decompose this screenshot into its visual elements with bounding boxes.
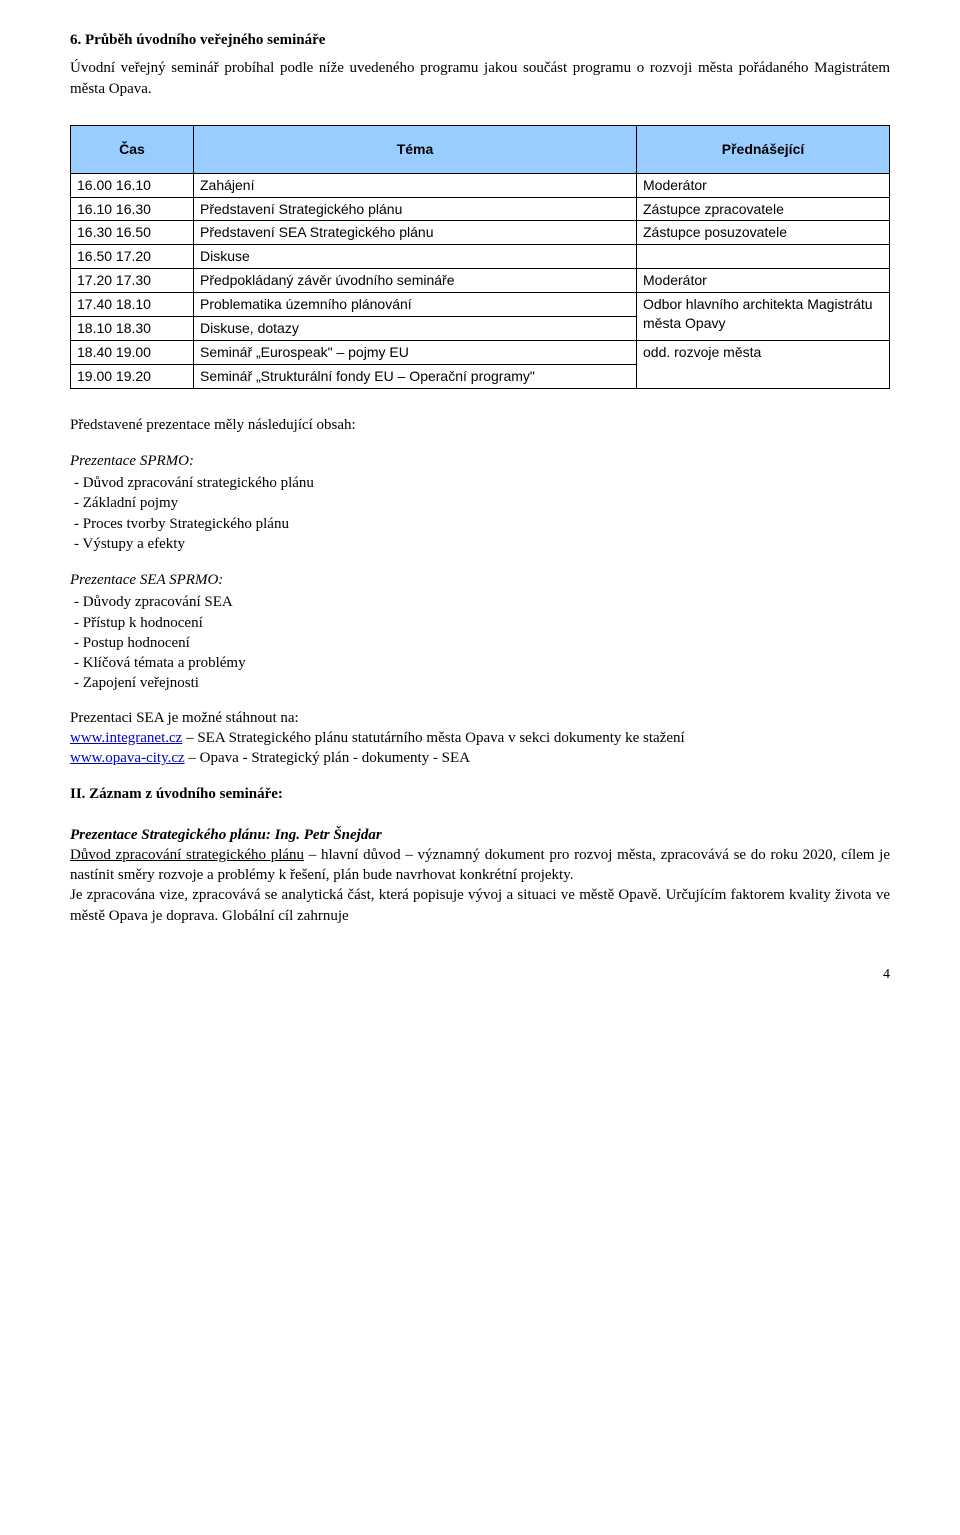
para1: Důvod zpracování strategického plánu – h…	[70, 845, 890, 886]
download-intro: Prezentaci SEA je možné stáhnout na:	[70, 708, 890, 728]
cell-tema: Diskuse	[194, 245, 637, 269]
prez2-list: Důvody zpracování SEA Přístup k hodnocen…	[70, 592, 890, 693]
section-ii-heading: II. Záznam z úvodního semináře:	[70, 784, 890, 804]
download-line-1: www.integranet.cz – SEA Strategického pl…	[70, 728, 890, 748]
cell-pred: Zástupce zpracovatele	[637, 197, 890, 221]
table-row: 18.40 19.00 Seminář „Eurospeak" – pojmy …	[71, 340, 890, 364]
prez-strat-label: Prezentace Strategického plánu: Ing. Pet…	[70, 825, 890, 845]
list-item: Postup hodnocení	[90, 633, 890, 653]
page-number: 4	[70, 966, 890, 985]
list-item: Proces tvorby Strategického plánu	[90, 514, 890, 534]
cell-time: 16.30 16.50	[71, 221, 194, 245]
prez-strat-text: Prezentace Strategického plánu: Ing. Pet…	[70, 827, 382, 843]
cell-tema: Představení Strategického plánu	[194, 197, 637, 221]
cell-tema: Předpokládaný závěr úvodního semináře	[194, 269, 637, 293]
cell-pred: Moderátor	[637, 173, 890, 197]
cell-time: 18.40 19.00	[71, 340, 194, 364]
col-cas: Čas	[71, 125, 194, 173]
cell-time: 19.00 19.20	[71, 364, 194, 388]
schedule-table: Čas Téma Přednášející 16.00 16.10 Zaháje…	[70, 125, 890, 389]
table-row: 16.00 16.10 Zahájení Moderátor	[71, 173, 890, 197]
cell-pred: Moderátor	[637, 269, 890, 293]
cell-time: 18.10 18.30	[71, 316, 194, 340]
download-line-2: www.opava-city.cz – Opava - Strategický …	[70, 748, 890, 768]
cell-time: 16.50 17.20	[71, 245, 194, 269]
section-6-heading: 6. Průběh úvodního veřejného semináře	[70, 30, 890, 50]
link-integranet[interactable]: www.integranet.cz	[70, 730, 182, 746]
table-row: 17.20 17.30 Předpokládaný závěr úvodního…	[71, 269, 890, 293]
table-row: 16.10 16.30 Představení Strategického pl…	[71, 197, 890, 221]
prez1-list: Důvod zpracování strategického plánu Zák…	[70, 473, 890, 554]
cell-tema: Představení SEA Strategického plánu	[194, 221, 637, 245]
cell-tema: Diskuse, dotazy	[194, 316, 637, 340]
table-header-row: Čas Téma Přednášející	[71, 125, 890, 173]
cell-tema: Zahájení	[194, 173, 637, 197]
list-item: Základní pojmy	[90, 493, 890, 513]
cell-pred-merged: Odbor hlavního architekta Magistrátu měs…	[637, 293, 890, 341]
cell-pred: Zástupce posuzovatele	[637, 221, 890, 245]
para1-lead: Důvod zpracování strategického plánu	[70, 847, 304, 863]
col-tema: Téma	[194, 125, 637, 173]
table-row: 16.50 17.20 Diskuse	[71, 245, 890, 269]
link1-after: – SEA Strategického plánu statutárního m…	[182, 730, 684, 746]
link2-after: – Opava - Strategický plán - dokumenty -…	[185, 750, 470, 766]
cell-time: 17.20 17.30	[71, 269, 194, 293]
col-pred: Přednášející	[637, 125, 890, 173]
list-item: Důvody zpracování SEA	[90, 592, 890, 612]
cell-pred-merged: odd. rozvoje města	[637, 340, 890, 388]
cell-time: 17.40 18.10	[71, 293, 194, 317]
intro-paragraph: Úvodní veřejný seminář probíhal podle ní…	[70, 58, 890, 99]
list-item: Klíčová témata a problémy	[90, 653, 890, 673]
list-item: Přístup k hodnocení	[90, 613, 890, 633]
cell-pred	[637, 245, 890, 269]
cell-tema: Seminář „Eurospeak" – pojmy EU	[194, 340, 637, 364]
table-row: 16.30 16.50 Představení SEA Strategickéh…	[71, 221, 890, 245]
table-row: 17.40 18.10 Problematika územního plánov…	[71, 293, 890, 317]
link-opava-city[interactable]: www.opava-city.cz	[70, 750, 185, 766]
list-item: Zapojení veřejnosti	[90, 673, 890, 693]
prez1-title: Prezentace SPRMO:	[70, 451, 890, 471]
cell-tema: Seminář „Strukturální fondy EU – Operačn…	[194, 364, 637, 388]
cell-time: 16.00 16.10	[71, 173, 194, 197]
list-item: Výstupy a efekty	[90, 534, 890, 554]
prez2-title: Prezentace SEA SPRMO:	[70, 570, 890, 590]
para2: Je zpracována vize, zpracovává se analyt…	[70, 885, 890, 926]
cell-time: 16.10 16.30	[71, 197, 194, 221]
list-item: Důvod zpracování strategického plánu	[90, 473, 890, 493]
after-table-line: Představené prezentace měly následující …	[70, 415, 890, 435]
cell-tema: Problematika územního plánování	[194, 293, 637, 317]
